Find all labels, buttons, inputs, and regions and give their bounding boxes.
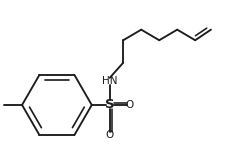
Text: HN: HN	[102, 76, 117, 86]
Text: O: O	[106, 130, 114, 140]
Text: S: S	[105, 99, 115, 112]
Text: O: O	[126, 100, 134, 110]
